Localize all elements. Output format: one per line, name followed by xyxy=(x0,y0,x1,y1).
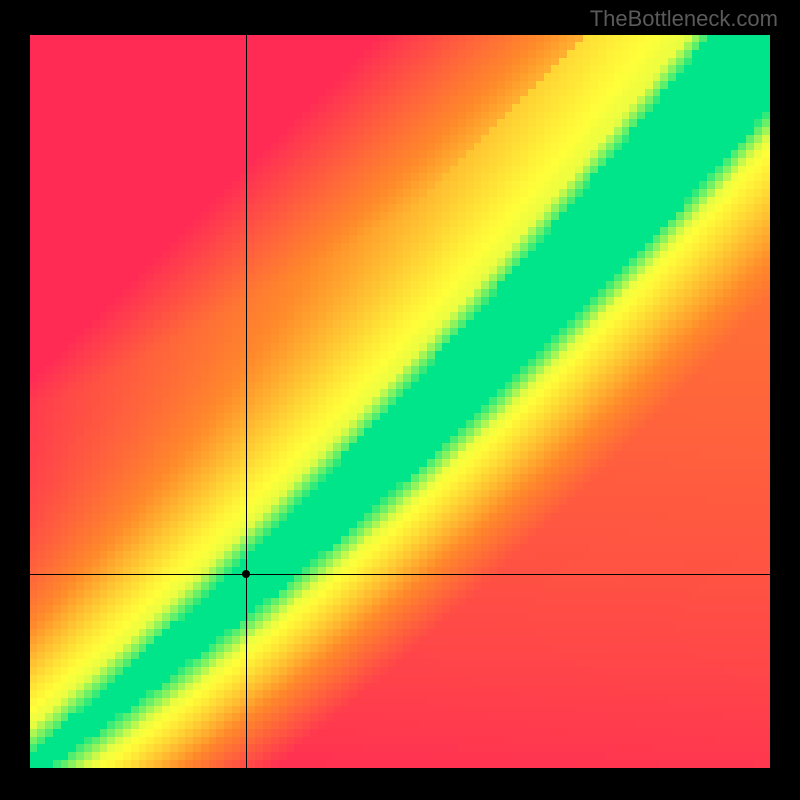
crosshair-horizontal xyxy=(30,574,770,575)
heatmap-plot xyxy=(30,35,770,768)
crosshair-marker xyxy=(242,570,250,578)
watermark-text: TheBottleneck.com xyxy=(590,6,778,32)
crosshair-vertical xyxy=(246,35,247,768)
heatmap-canvas xyxy=(30,35,770,768)
